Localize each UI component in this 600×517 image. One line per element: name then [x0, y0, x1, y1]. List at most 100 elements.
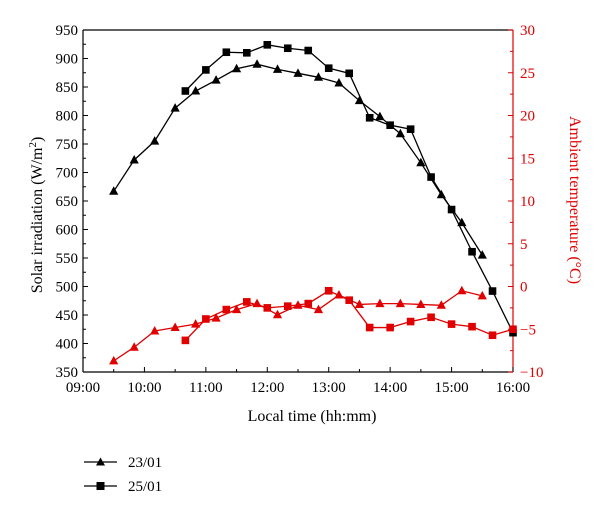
data-point-square: [324, 286, 333, 295]
y-left-tick-label: 350: [56, 365, 79, 381]
data-point-triangle: [395, 128, 405, 138]
y-right-tick-label: 5: [520, 237, 528, 253]
x-tick-label: 11:00: [189, 380, 223, 396]
data-point-square: [243, 298, 251, 306]
data-point-triangle: [457, 217, 467, 227]
y-left-tick-label: 400: [56, 337, 79, 353]
data-point-square: [202, 315, 210, 323]
data-point-square: [263, 41, 272, 49]
y-axis-title-left-sup: 2: [27, 142, 39, 148]
data-point-triangle: [354, 299, 365, 308]
y-left-tick-label: 650: [56, 194, 79, 210]
data-point-square: [345, 69, 353, 78]
data-point-triangle: [272, 309, 283, 319]
x-axis-title: Local time (hh:mm): [248, 408, 377, 425]
series: [109, 41, 517, 365]
y-left-tick-label: 700: [56, 166, 79, 182]
data-point-triangle: [150, 325, 160, 335]
data-point-triangle: [129, 154, 139, 164]
legend-label-23-01: 23/01: [128, 455, 162, 471]
y-left-tick-label: 600: [56, 223, 79, 239]
y-right-tick-label: 30: [520, 23, 535, 39]
data-point-square: [468, 247, 476, 256]
data-point-square: [365, 113, 374, 122]
y-left-tick-label: 500: [56, 280, 79, 296]
data-point-square: [488, 287, 497, 295]
data-point-triangle: [313, 304, 324, 314]
x-tick-label: 16:00: [496, 380, 530, 396]
axes: 09:00 10:00 11:00 12:00 13:00 14:00 15:00 16:00…: [56, 23, 544, 396]
data-point-triangle: [313, 72, 324, 81]
x-tick-label: 13:00: [312, 380, 346, 396]
data-point-triangle: [416, 299, 426, 308]
data-point-square: [406, 125, 415, 133]
y-left-tick-label: 750: [56, 137, 79, 153]
data-point-triangle: [150, 136, 160, 145]
series-23-01-irradiation: [109, 59, 487, 259]
data-point-square: [181, 87, 190, 95]
data-point-triangle: [170, 103, 180, 112]
data-point-square: [304, 46, 313, 55]
legend-triangle-marker: [96, 457, 105, 466]
y-right-tick-label: 25: [520, 66, 535, 82]
data-point-square: [283, 44, 292, 53]
data-point-square: [447, 205, 456, 214]
data-point-square: [263, 304, 272, 312]
data-point-triangle: [211, 75, 221, 84]
data-point-triangle: [109, 186, 119, 195]
x-tick-label: 15:00: [434, 380, 468, 396]
legend-item-25-01: 25/01: [84, 479, 162, 495]
x-tick-label: 09:00: [66, 380, 100, 396]
x-tick-label: 14:00: [373, 380, 407, 396]
data-point-triangle: [416, 157, 426, 167]
data-point-triangle: [477, 250, 487, 259]
data-point-triangle: [334, 78, 344, 87]
legend: 23/01 25/01: [84, 455, 162, 495]
data-point-triangle: [129, 342, 139, 351]
data-point-triangle: [170, 322, 180, 332]
series-25-01-irradiation: [181, 41, 517, 337]
data-point-triangle: [395, 298, 405, 308]
data-point-square: [181, 336, 190, 345]
legend-label-25-01: 25/01: [128, 479, 162, 495]
data-point-square: [427, 313, 435, 322]
y-axis-title-left-main: Solar irradiation (W/m: [29, 147, 46, 293]
data-point-square: [427, 173, 435, 181]
data-point-triangle: [272, 64, 283, 73]
series-line-25-01-irradiation: [184, 44, 514, 333]
data-point-square: [488, 331, 497, 340]
y-right-tick-label: 15: [520, 151, 535, 167]
data-point-square: [365, 323, 374, 332]
y-left-tick-label: 850: [56, 80, 79, 96]
data-point-square: [386, 121, 394, 129]
data-point-square: [345, 296, 353, 304]
x-tick-label: 12:00: [250, 380, 284, 396]
y-axis-title-left: Solar irradiation (W/m2): [27, 137, 46, 294]
data-point-square: [324, 64, 333, 72]
y-axis-title-left-end: ): [29, 137, 46, 142]
data-point-triangle: [231, 63, 242, 73]
y-right-tick-label: 0: [520, 280, 528, 296]
data-point-square: [222, 48, 231, 57]
y-axis-title-right: Ambient temperature (°C): [566, 116, 583, 284]
legend-item-23-01: 23/01: [84, 455, 162, 471]
x-tick-label: 10:00: [127, 380, 161, 396]
data-point-square: [386, 323, 394, 332]
data-point-square: [406, 317, 415, 326]
data-point-triangle: [252, 59, 262, 68]
y-left-tick-label: 950: [56, 23, 79, 39]
data-point-square: [243, 49, 251, 57]
y-right-tick-label: −5: [520, 322, 536, 338]
y-left-tick-label: 450: [56, 308, 79, 324]
data-point-triangle: [191, 319, 201, 328]
data-point-square: [202, 66, 210, 74]
data-point-square: [304, 299, 313, 308]
data-point-square: [283, 302, 292, 310]
y-right-tick-label: −10: [520, 365, 543, 381]
data-point-triangle: [375, 111, 385, 121]
y-left-tick-label: 550: [56, 251, 79, 267]
data-point-triangle: [191, 85, 201, 95]
data-point-square: [468, 322, 476, 331]
series-line-23-01-irradiation: [113, 63, 483, 256]
